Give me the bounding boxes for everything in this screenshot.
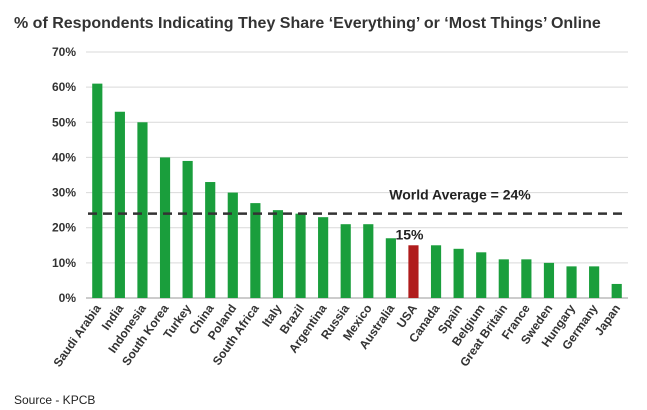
bar-saudi-arabia	[92, 83, 103, 298]
y-tick-label: 40%	[52, 150, 76, 164]
bar-turkey	[182, 160, 193, 298]
source-note: Source - KPCB	[14, 393, 96, 407]
bar-hungary	[566, 266, 577, 298]
y-tick-label: 70%	[52, 45, 76, 59]
bar-usa	[408, 245, 419, 298]
x-tick-label: Saudi Arabia	[50, 301, 103, 369]
bar-india	[114, 111, 125, 298]
bar-poland	[227, 192, 238, 298]
world-average-label: World Average = 24%	[389, 187, 531, 203]
bar-brazil	[295, 213, 306, 298]
bar-great-britain	[498, 259, 509, 298]
bar-japan	[611, 283, 622, 298]
y-tick-label: 20%	[52, 221, 76, 235]
y-tick-label: 0%	[59, 291, 77, 305]
bar-indonesia	[137, 122, 148, 299]
bar-south-korea	[159, 157, 171, 298]
bar-south-africa	[250, 203, 261, 298]
bar-sweden	[543, 262, 555, 298]
bar-china	[205, 182, 216, 298]
bar-italy	[272, 210, 284, 298]
bar-spain	[453, 248, 464, 298]
y-tick-label: 10%	[52, 256, 76, 270]
y-tick-label: 50%	[52, 115, 76, 129]
y-tick-label: 30%	[52, 186, 76, 200]
bar-australia	[385, 238, 396, 298]
bar-france	[521, 259, 532, 298]
chart-title: % of Respondents Indicating They Share ‘…	[14, 15, 601, 32]
bar-mexico	[363, 224, 374, 298]
highlight-data-label: 15%	[395, 226, 424, 242]
bar-belgium	[476, 252, 487, 298]
bar-russia	[340, 224, 351, 298]
bar-canada	[430, 245, 442, 298]
bar-germany	[589, 266, 600, 298]
y-tick-label: 60%	[52, 80, 76, 94]
bar-argentina	[318, 217, 329, 298]
